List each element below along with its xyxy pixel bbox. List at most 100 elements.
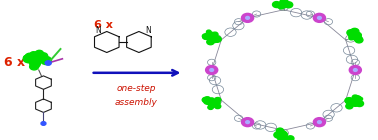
Circle shape: [353, 35, 359, 40]
Circle shape: [281, 131, 286, 135]
Circle shape: [209, 98, 214, 102]
Circle shape: [279, 3, 286, 8]
Circle shape: [358, 97, 363, 101]
Circle shape: [215, 104, 221, 109]
Circle shape: [278, 5, 284, 9]
Circle shape: [345, 98, 353, 104]
Circle shape: [275, 4, 280, 7]
Circle shape: [283, 4, 287, 8]
Circle shape: [29, 58, 38, 64]
Circle shape: [206, 30, 211, 33]
Circle shape: [211, 37, 215, 40]
Circle shape: [281, 132, 285, 136]
Circle shape: [276, 4, 281, 7]
Circle shape: [29, 58, 41, 66]
Circle shape: [204, 97, 210, 101]
Circle shape: [353, 35, 359, 39]
Circle shape: [206, 32, 214, 38]
Circle shape: [352, 35, 357, 38]
Circle shape: [353, 34, 359, 39]
Text: 6 x: 6 x: [4, 57, 25, 69]
Text: 6 x: 6 x: [94, 20, 113, 30]
Circle shape: [281, 0, 287, 4]
Circle shape: [242, 13, 254, 22]
Circle shape: [34, 57, 42, 63]
Circle shape: [347, 30, 355, 36]
Circle shape: [353, 96, 361, 101]
Circle shape: [346, 104, 353, 109]
Circle shape: [278, 131, 286, 137]
Circle shape: [246, 121, 249, 123]
Circle shape: [203, 34, 210, 39]
Circle shape: [31, 56, 39, 61]
Circle shape: [212, 32, 218, 37]
Circle shape: [39, 53, 48, 59]
Circle shape: [349, 31, 356, 37]
Circle shape: [208, 100, 215, 106]
Circle shape: [215, 98, 221, 102]
Circle shape: [211, 102, 216, 105]
Circle shape: [33, 52, 41, 58]
Circle shape: [208, 33, 215, 38]
Circle shape: [208, 100, 215, 106]
Circle shape: [26, 54, 37, 62]
Circle shape: [287, 137, 291, 140]
Circle shape: [34, 56, 43, 63]
Circle shape: [206, 66, 218, 74]
Circle shape: [273, 2, 280, 8]
Circle shape: [213, 36, 221, 42]
Circle shape: [207, 39, 214, 45]
Circle shape: [349, 36, 354, 40]
Circle shape: [355, 37, 363, 43]
Circle shape: [24, 55, 30, 60]
Circle shape: [281, 0, 286, 4]
Circle shape: [350, 28, 359, 35]
Circle shape: [285, 2, 293, 8]
Circle shape: [282, 2, 287, 5]
Circle shape: [29, 59, 39, 67]
Circle shape: [287, 136, 294, 140]
Circle shape: [214, 103, 220, 108]
Circle shape: [41, 122, 46, 125]
Circle shape: [281, 136, 287, 140]
Circle shape: [353, 99, 358, 103]
Circle shape: [209, 37, 215, 42]
Circle shape: [208, 35, 215, 40]
Circle shape: [33, 57, 39, 61]
Circle shape: [280, 135, 286, 140]
Circle shape: [350, 36, 355, 39]
Circle shape: [31, 52, 39, 58]
Circle shape: [353, 69, 357, 71]
Circle shape: [204, 99, 211, 104]
Circle shape: [352, 102, 358, 106]
Circle shape: [213, 40, 217, 43]
Circle shape: [23, 55, 34, 63]
Circle shape: [352, 95, 358, 99]
Circle shape: [212, 100, 220, 106]
Circle shape: [277, 135, 285, 140]
Circle shape: [29, 63, 39, 70]
Circle shape: [32, 58, 41, 65]
Circle shape: [355, 100, 362, 106]
Circle shape: [210, 69, 214, 71]
Circle shape: [280, 0, 288, 5]
Circle shape: [32, 61, 40, 67]
Circle shape: [208, 105, 214, 109]
Circle shape: [280, 2, 287, 7]
Circle shape: [349, 34, 355, 39]
Circle shape: [282, 137, 287, 140]
Circle shape: [274, 132, 282, 138]
Circle shape: [353, 101, 359, 105]
Circle shape: [202, 34, 208, 38]
Circle shape: [40, 56, 51, 65]
Circle shape: [209, 101, 214, 105]
Circle shape: [281, 132, 287, 137]
Text: one-step: one-step: [116, 84, 156, 93]
Circle shape: [347, 101, 355, 106]
Circle shape: [214, 103, 218, 106]
Circle shape: [246, 17, 249, 19]
Circle shape: [313, 118, 325, 127]
Circle shape: [349, 66, 361, 74]
Text: N: N: [145, 26, 151, 35]
Circle shape: [313, 13, 325, 22]
